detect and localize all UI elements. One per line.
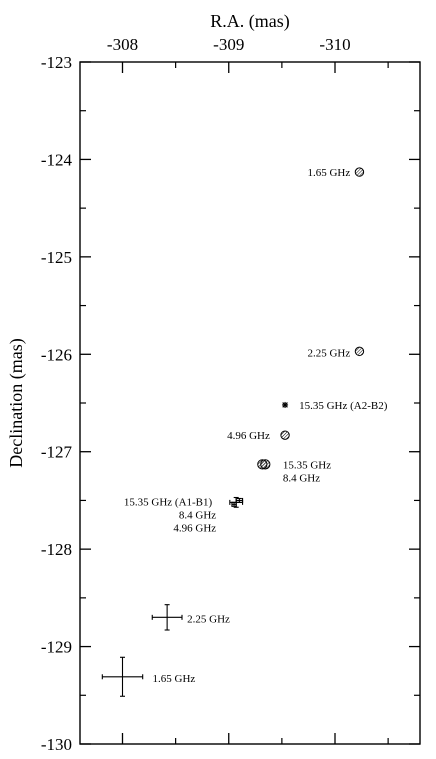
point-label: 15.35 GHz (A2-B2): [299, 400, 388, 412]
y-tick-label: -127: [41, 443, 73, 462]
y-axis-title: Declination (mas): [6, 338, 27, 467]
x-tick-label: -308: [107, 35, 138, 54]
star-stroke: [282, 402, 288, 408]
point-label-line: 2.25 GHz: [307, 347, 350, 359]
point-label-line: 15.35 GHz (A2-B2): [299, 400, 388, 412]
x-axis-title: R.A. (mas): [210, 11, 290, 32]
point-label-line: 15.35 GHz: [283, 459, 331, 471]
y-tick-label: -128: [41, 540, 72, 559]
y-tick-label: -126: [41, 345, 72, 364]
point-label-line: 4.96 GHz: [173, 522, 216, 534]
point-label: 1.65 GHz: [153, 673, 196, 685]
hatched-circle-marker: [354, 167, 365, 177]
hatched-circle-marker: [257, 459, 268, 470]
point-label: 15.35 GHz 8.4 GHz: [283, 459, 331, 484]
point-label-line: 1.65 GHz: [153, 673, 196, 685]
x-tick-label: -310: [319, 35, 350, 54]
point-label: 4.96 GHz: [227, 430, 270, 442]
point-label-line: 2.25 GHz: [187, 613, 230, 625]
point-label: 2.25 GHz: [307, 347, 350, 359]
error-cross-marker: [231, 501, 237, 507]
y-tick-label: -123: [41, 53, 72, 72]
point-label: 2.25 GHz: [187, 613, 230, 625]
y-tick-label: -124: [41, 150, 73, 169]
point-label-line: 8.4 GHz: [283, 472, 320, 484]
point-label-line: 8.4 GHz: [179, 509, 216, 521]
hatched-circle-marker: [354, 346, 365, 357]
axis-ticks: [80, 61, 420, 745]
y-tick-label: -130: [41, 735, 72, 754]
error-cross-marker: [151, 604, 183, 631]
hatched-circle-marker: [280, 430, 290, 440]
point-label-line: 4.96 GHz: [227, 430, 270, 442]
error-cross-marker: [235, 497, 244, 503]
y-tick-label: -125: [41, 248, 72, 267]
x-tick-label: -309: [213, 35, 244, 54]
error-cross-marker: [101, 656, 144, 697]
data-marks: [101, 167, 365, 697]
point-label: 1.65 GHz: [307, 167, 350, 179]
y-tick-label: -129: [41, 638, 72, 657]
point-label: 15.35 GHz (A1-B1) 8.4 GHz 4.96 GHz: [124, 496, 216, 534]
point-label-line: 1.65 GHz: [307, 167, 350, 179]
tick-labels: -123 -124 -125 -126 -127 -128 -129 -130 -308 -309…: [41, 35, 351, 754]
point-label-line: 15.35 GHz (A1-B1): [124, 496, 213, 508]
star-marker: [282, 401, 289, 408]
